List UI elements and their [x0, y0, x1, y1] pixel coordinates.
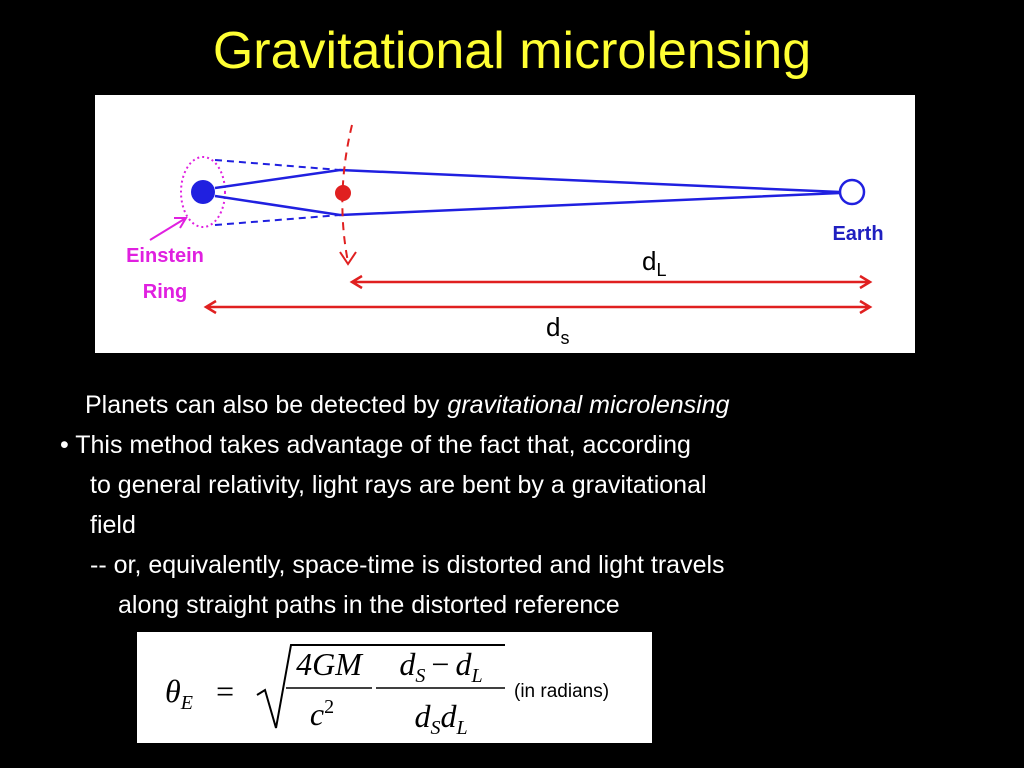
light-ray	[214, 191, 841, 217]
lens-path	[341, 124, 353, 263]
apparent-ray	[214, 159, 341, 171]
earth-label: Earth	[832, 223, 883, 245]
body-line: to general relativity, light rays are be…	[90, 471, 707, 499]
ds-label: ds	[546, 312, 569, 348]
ring-pointer	[149, 217, 188, 241]
formula-equals: =	[214, 673, 236, 709]
earth	[838, 178, 866, 206]
source-star	[191, 180, 215, 204]
ring-label: Einstein	[126, 245, 204, 267]
dl-arrow	[349, 274, 873, 290]
diagram: Earth Einstein Ring dL ds	[95, 95, 915, 353]
formula-den: dSdL	[414, 698, 467, 739]
formula-lhs: θE	[165, 673, 193, 714]
apparent-ray	[214, 214, 341, 226]
ring-label: Ring	[143, 281, 187, 303]
body-line-italic: gravitational microlensing	[447, 391, 729, 419]
lens-arrow	[339, 251, 357, 266]
formula-num: dS − dL	[399, 646, 482, 687]
body-line: along straight paths in the distorted re…	[118, 591, 620, 619]
formula: θE = 4GM c2 dS − dL dSdL (in radians)	[137, 632, 652, 743]
sqrt-sign	[256, 644, 505, 729]
title: Gravitational microlensing	[213, 22, 811, 80]
dl-label: dL	[642, 246, 666, 280]
formula-num: 4GM	[296, 646, 364, 682]
einstein-ring	[180, 156, 226, 228]
formula-unit: (in radians)	[514, 681, 609, 702]
body-line: • This method takes advantage of the fac…	[60, 431, 691, 459]
ds-arrow	[203, 299, 873, 315]
lens-star	[335, 185, 351, 201]
formula-den: c2	[310, 696, 334, 732]
body-line: -- or, equivalently, space-time is disto…	[90, 551, 725, 579]
body-line: field	[90, 511, 136, 539]
light-ray	[214, 168, 841, 194]
body-line: Planets can also be detected by	[85, 391, 440, 419]
